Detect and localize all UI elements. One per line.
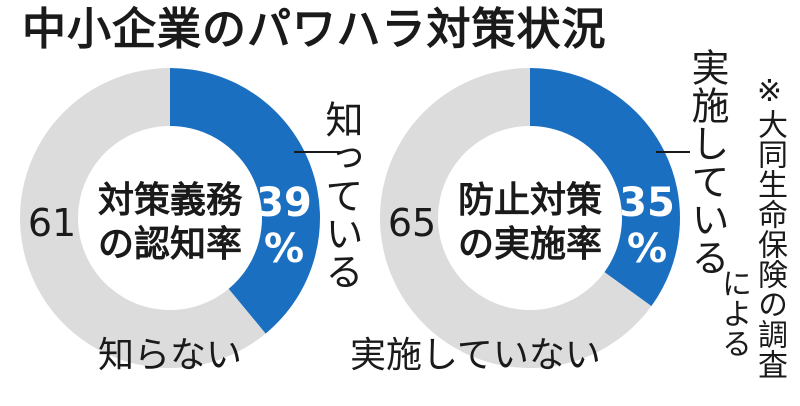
chart2-center-label-line2: の実施率: [458, 224, 602, 265]
chart1-value-secondary: 61: [28, 201, 76, 245]
chart2-slice1-label: 実施している: [685, 48, 729, 276]
page-title: 中小企業のパワハラ対策状況: [22, 4, 607, 55]
chart1-slice1-label: 知っている: [319, 100, 363, 290]
chart2-slice1: [530, 68, 680, 307]
chart2-value-unit: %: [627, 226, 667, 272]
chart1-slice1: [170, 68, 320, 334]
chart1-slice2: [19, 68, 266, 368]
chart1-value-primary: 39: [256, 180, 312, 226]
chart2-slice2-label: 実施していない: [350, 335, 601, 376]
source-note-line2: による: [716, 268, 751, 358]
chart2-slice2: [380, 68, 652, 369]
chart1-value-unit: %: [264, 226, 304, 272]
chart2-center-label-line1: 防止対策: [458, 180, 602, 221]
source-note-line1: ※大同生命保険の調査: [752, 74, 787, 379]
chart2-value-primary: 35: [619, 180, 675, 226]
chart2-value-secondary: 65: [388, 201, 436, 245]
chart1-center-label-line1: 対策義務: [98, 180, 243, 221]
chart1-center-label-line2: の認知率: [98, 224, 242, 265]
chart1-slice2-label: 知らない: [98, 335, 243, 376]
